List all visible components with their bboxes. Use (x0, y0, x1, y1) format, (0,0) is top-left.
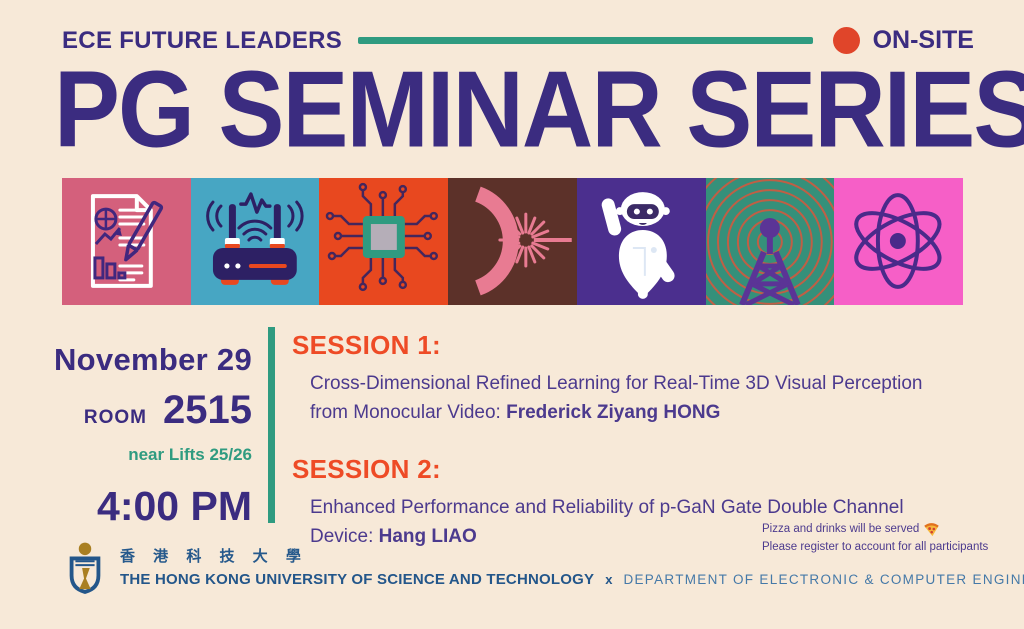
note-line-1: Pizza and drinks will be served (762, 523, 920, 535)
session-1-heading: SESSION 1: (292, 330, 441, 360)
session-1-title: Cross-Dimensional Refined Learning for R… (310, 373, 923, 424)
divider-rule (358, 37, 813, 44)
pizza-icon (924, 523, 939, 537)
robot-icon (601, 192, 675, 299)
tile-laser (448, 178, 577, 305)
session-2-speaker: Hang LIAO (378, 526, 477, 548)
room-number: 2515 (163, 388, 252, 432)
registration-note: Pizza and drinks will be served Please r… (762, 521, 988, 557)
series-kicker: ECE FUTURE LEADERS (62, 26, 343, 54)
footer-separator: x (605, 572, 613, 587)
report-icon (90, 194, 164, 288)
hkust-logo-icon (69, 542, 101, 594)
event-time: 4:00 PM (97, 483, 252, 529)
wifi-router-icon (205, 192, 304, 285)
university-name-chinese: 香 港 科 技 大 學 (120, 548, 308, 565)
session-1-speaker: Frederick Ziyang HONG (506, 402, 721, 424)
university-name-english: THE HONG KONG UNIVERSITY OF SCIENCE AND … (120, 571, 595, 588)
antenna-tower-icon (705, 178, 835, 305)
tile-router (190, 178, 320, 305)
icon-tiles (62, 178, 964, 305)
event-room: ROOM 2515 (18, 388, 252, 433)
event-details: November 29 ROOM 2515 near Lifts 25/26 4… (18, 342, 252, 530)
session-1-body: Cross-Dimensional Refined Learning for R… (292, 369, 950, 428)
tile-report (62, 178, 191, 305)
session-2-body: Enhanced Performance and Reliability of … (292, 493, 950, 552)
tile-robot (576, 178, 706, 305)
session-1: SESSION 1: Cross-Dimensional Refined Lea… (292, 330, 992, 428)
atom-icon (854, 193, 942, 289)
footer-text: 香 港 科 技 大 學 THE HONG KONG UNIVERSITY OF … (120, 541, 1024, 588)
tile-chip (319, 178, 449, 305)
microchip-icon (326, 182, 439, 292)
footer: 香 港 科 技 大 學 THE HONG KONG UNIVERSITY OF … (62, 541, 1024, 595)
event-date: November 29 (53, 342, 252, 377)
vertical-divider (268, 327, 275, 523)
tile-antenna (705, 178, 835, 305)
footer-en-row: THE HONG KONG UNIVERSITY OF SCIENCE AND … (120, 571, 1024, 588)
poster-title: PG SEMINAR SERIES (54, 49, 1024, 171)
laser-icon (475, 186, 572, 296)
department-name: DEPARTMENT OF ELECTRONIC & COMPUTER ENGI… (623, 572, 1024, 587)
on-site-dot-icon (832, 27, 860, 54)
tile-atom (834, 178, 964, 305)
location-note: near Lifts 25/26 (128, 445, 252, 464)
sessions-list: SESSION 1: Cross-Dimensional Refined Lea… (292, 330, 992, 578)
header-row: ECE FUTURE LEADERS ON-SITE (62, 26, 974, 55)
room-label: ROOM (83, 407, 148, 428)
on-site-badge: ON-SITE (872, 26, 974, 54)
session-2-title: Enhanced Performance and Reliability of … (310, 496, 904, 548)
note-line-2: Please register to account for all parti… (762, 540, 989, 553)
session-2-heading: SESSION 2: (292, 453, 441, 484)
session-2: SESSION 2: Enhanced Performance and Reli… (292, 454, 992, 552)
